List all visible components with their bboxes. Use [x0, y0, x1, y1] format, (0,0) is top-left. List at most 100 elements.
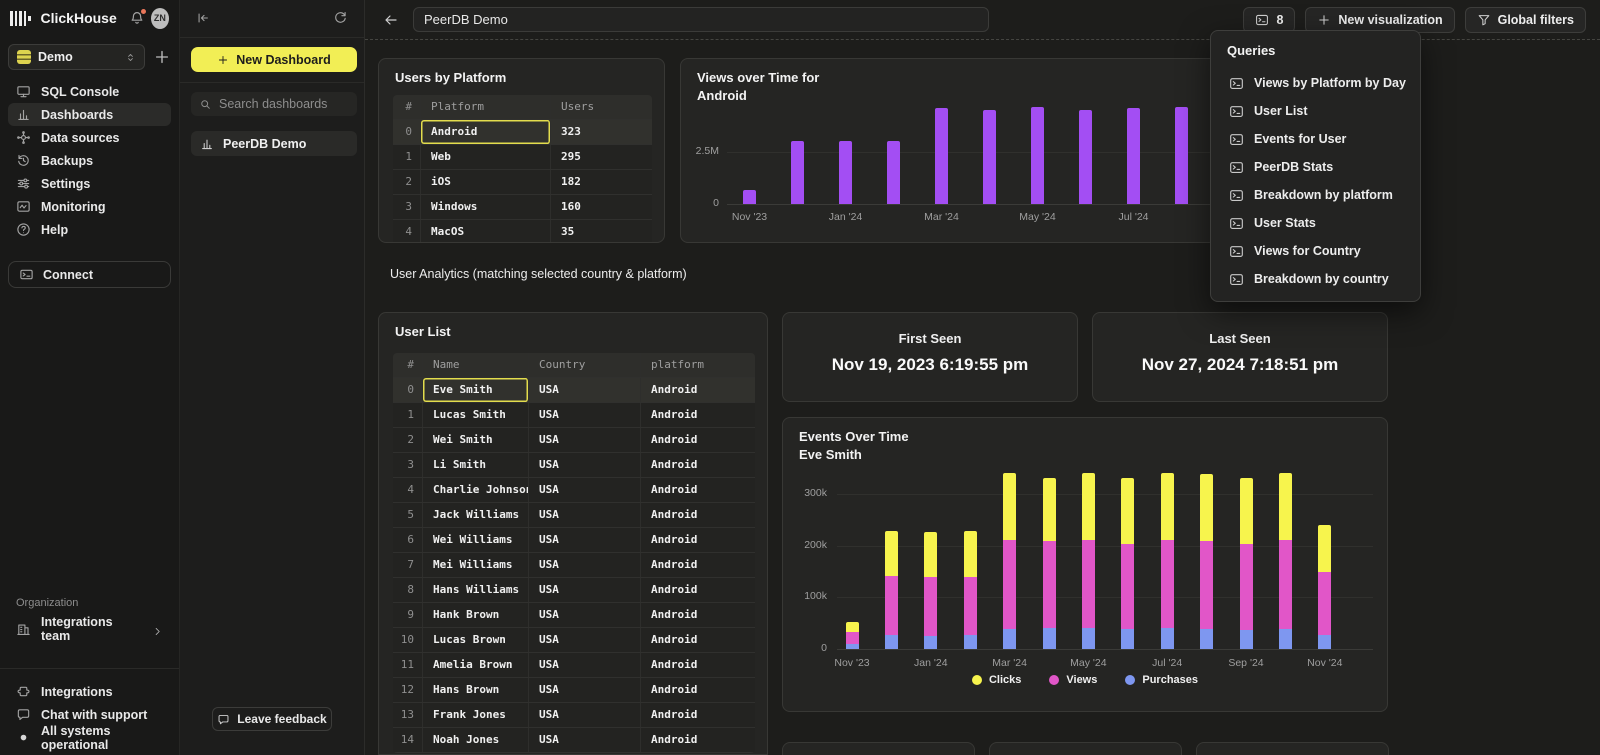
table-row[interactable]: 0 Eve Smith USA Android: [393, 378, 755, 403]
sidebar-item-help[interactable]: Help: [8, 218, 171, 241]
query-item-user-stats[interactable]: User Stats: [1211, 209, 1420, 237]
query-item-breakdown-by-platform[interactable]: Breakdown by platform: [1211, 181, 1420, 209]
cell[interactable]: USA: [529, 553, 641, 577]
cell[interactable]: Android: [651, 533, 698, 546]
query-item-views-by-platform-by-day[interactable]: Views by Platform by Day: [1211, 69, 1420, 97]
cell[interactable]: USA: [529, 603, 641, 627]
back-button[interactable]: [379, 8, 403, 32]
new-dashboard-button[interactable]: New Dashboard: [191, 47, 357, 72]
cell[interactable]: USA: [529, 653, 641, 677]
cell[interactable]: 295: [561, 150, 581, 163]
query-item-events-for-user[interactable]: Events for User: [1211, 125, 1420, 153]
cell[interactable]: Android: [651, 608, 698, 621]
cell[interactable]: USA: [529, 478, 641, 502]
cell[interactable]: USA: [529, 703, 641, 727]
table-row[interactable]: 13 Frank Jones USA Android: [393, 703, 755, 728]
notifications-button[interactable]: [129, 8, 147, 26]
cell[interactable]: Mei Williams: [423, 553, 529, 577]
table-row[interactable]: 4 MacOS 35: [393, 220, 652, 242]
cell[interactable]: USA: [529, 378, 641, 402]
cell[interactable]: Android: [651, 658, 698, 671]
cell[interactable]: Hank Brown: [423, 603, 529, 627]
cell[interactable]: Android: [651, 583, 698, 596]
cell[interactable]: Android: [651, 708, 698, 721]
table-row[interactable]: 0 Android 323: [393, 120, 652, 145]
cell[interactable]: Amelia Brown: [423, 653, 529, 677]
cell[interactable]: Noah Jones: [423, 728, 529, 752]
table-row[interactable]: 3 Windows 160: [393, 195, 652, 220]
cell[interactable]: Web: [421, 145, 551, 169]
cell[interactable]: Android: [651, 558, 698, 571]
table-row[interactable]: 12 Hans Brown USA Android: [393, 678, 755, 703]
cell[interactable]: Android: [651, 433, 698, 446]
cell[interactable]: iOS: [421, 170, 551, 194]
footer-item-all-systems-operational[interactable]: All systems operational: [8, 724, 171, 752]
collapse-sidebar-icon[interactable]: [196, 11, 210, 25]
legend-item-purchases[interactable]: Purchases: [1125, 674, 1198, 686]
cell[interactable]: USA: [529, 578, 641, 602]
sidebar-item-sql-console[interactable]: SQL Console: [8, 80, 171, 103]
cell[interactable]: Li Smith: [423, 453, 529, 477]
service-selector[interactable]: Demo: [8, 44, 145, 70]
cell[interactable]: 35: [561, 225, 575, 238]
sidebar-item-dashboards[interactable]: Dashboards: [8, 103, 171, 126]
cell[interactable]: Android: [651, 633, 698, 646]
table-row[interactable]: 2 iOS 182: [393, 170, 652, 195]
cell[interactable]: Android: [651, 733, 698, 746]
footer-item-chat-with-support[interactable]: Chat with support: [8, 703, 171, 726]
table-row[interactable]: 1 Web 295: [393, 145, 652, 170]
cell[interactable]: Windows: [421, 195, 551, 219]
table-row[interactable]: 5 Jack Williams USA Android: [393, 503, 755, 528]
cell[interactable]: 323: [561, 125, 581, 138]
cell[interactable]: Android: [651, 508, 698, 521]
table-row[interactable]: 6 Wei Williams USA Android: [393, 528, 755, 553]
refresh-icon[interactable]: [333, 10, 348, 25]
table-row[interactable]: 10 Lucas Brown USA Android: [393, 628, 755, 653]
cell[interactable]: USA: [529, 403, 641, 427]
sidebar-item-backups[interactable]: Backups: [8, 149, 171, 172]
table-row[interactable]: 2 Wei Smith USA Android: [393, 428, 755, 453]
cell[interactable]: 182: [561, 175, 581, 188]
cell[interactable]: Android: [651, 383, 698, 396]
cell[interactable]: Lucas Brown: [423, 628, 529, 652]
cell[interactable]: Wei Williams: [423, 528, 529, 552]
footer-item-integrations[interactable]: Integrations: [8, 680, 171, 703]
avatar[interactable]: ZN: [150, 7, 169, 29]
queries-count-button[interactable]: 8: [1243, 6, 1296, 33]
sidebar-item-data-sources[interactable]: Data sources: [8, 126, 171, 149]
legend-item-clicks[interactable]: Clicks: [971, 674, 1021, 686]
dashboard-list-item[interactable]: PeerDB Demo: [191, 131, 357, 156]
cell[interactable]: Eve Smith: [423, 378, 529, 402]
cell[interactable]: USA: [529, 678, 641, 702]
table-row[interactable]: 9 Hank Brown USA Android: [393, 603, 755, 628]
query-item-views-for-country[interactable]: Views for Country: [1211, 237, 1420, 265]
search-dashboards-input[interactable]: [219, 97, 349, 111]
connect-button[interactable]: Connect: [8, 261, 171, 288]
cell[interactable]: Hans Williams: [423, 578, 529, 602]
global-filters-button[interactable]: Global filters: [1464, 6, 1586, 33]
cell[interactable]: USA: [529, 528, 641, 552]
cell[interactable]: USA: [529, 628, 641, 652]
query-item-peerdb-stats[interactable]: PeerDB Stats: [1211, 153, 1420, 181]
add-service-button[interactable]: [153, 48, 171, 66]
cell[interactable]: 160: [561, 200, 581, 213]
table-row[interactable]: 1 Lucas Smith USA Android: [393, 403, 755, 428]
query-item-breakdown-by-country[interactable]: Breakdown by country: [1211, 265, 1420, 293]
table-row[interactable]: 11 Amelia Brown USA Android: [393, 653, 755, 678]
cell[interactable]: Android: [651, 483, 698, 496]
dashboard-title-input[interactable]: [413, 7, 989, 32]
cell[interactable]: USA: [529, 453, 641, 477]
legend-item-views[interactable]: Views: [1049, 674, 1097, 686]
table-row[interactable]: 7 Mei Williams USA Android: [393, 553, 755, 578]
query-item-user-list[interactable]: User List: [1211, 97, 1420, 125]
organization-team-button[interactable]: Integrations team: [8, 615, 171, 643]
cell[interactable]: Frank Jones: [423, 703, 529, 727]
cell[interactable]: Lucas Smith: [423, 403, 529, 427]
table-row[interactable]: 8 Hans Williams USA Android: [393, 578, 755, 603]
cell[interactable]: Android: [421, 120, 551, 144]
cell[interactable]: Hans Brown: [423, 678, 529, 702]
table-row[interactable]: 14 Noah Jones USA Android: [393, 728, 755, 753]
cell[interactable]: Android: [651, 458, 698, 471]
leave-feedback-button[interactable]: Leave feedback: [212, 707, 332, 731]
table-row[interactable]: 3 Li Smith USA Android: [393, 453, 755, 478]
